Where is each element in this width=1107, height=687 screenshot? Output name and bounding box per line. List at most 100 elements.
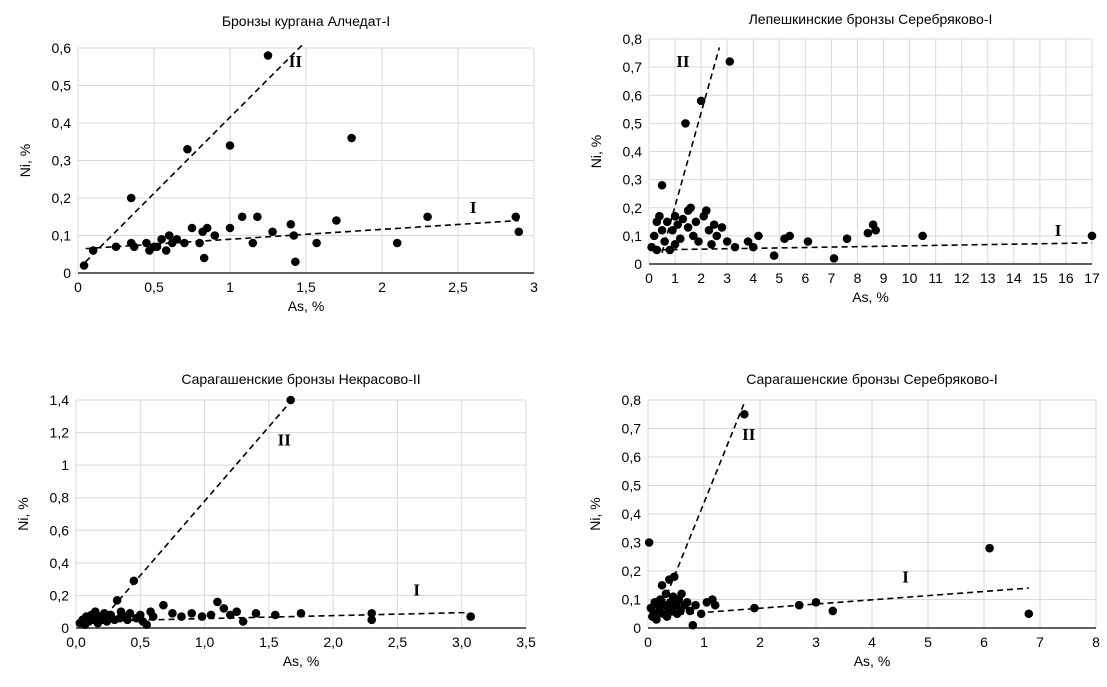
x-tick-label: 2,5: [388, 634, 408, 650]
data-point: [743, 237, 753, 246]
data-point: [652, 615, 661, 624]
data-point: [286, 219, 296, 229]
data-point: [248, 238, 258, 248]
data-point: [689, 231, 698, 241]
data-point: [88, 246, 98, 255]
data-point: [111, 242, 121, 252]
x-tick-label: 7: [1036, 634, 1044, 650]
data-point: [263, 51, 273, 60]
x-tick-label: 2,0: [323, 634, 343, 650]
data-point: [1024, 609, 1034, 619]
x-tick-label: 0: [644, 634, 652, 650]
data-point: [289, 231, 299, 240]
x-tick-label: 0,0: [66, 634, 86, 650]
y-tick-label: 0,6: [52, 40, 72, 56]
data-point: [829, 254, 839, 263]
data-point: [754, 231, 763, 241]
y-tick-label: 0,7: [622, 421, 642, 437]
trend-line-ii: [98, 399, 293, 624]
data-point: [696, 609, 706, 619]
x-tick-label: 2: [697, 270, 705, 286]
data-point: [367, 615, 377, 625]
data-point: [225, 141, 235, 150]
data-point: [688, 620, 698, 630]
y-tick-label: 0,1: [52, 228, 72, 244]
y-axis-label: Ni, %: [17, 144, 33, 177]
data-point: [769, 251, 779, 260]
data-point: [253, 212, 262, 222]
x-tick-label: 5: [775, 270, 783, 286]
data-point: [511, 212, 521, 222]
x-axis-label: As, %: [283, 653, 320, 669]
data-point: [691, 600, 700, 610]
data-point: [423, 212, 432, 222]
trend-annotation: II: [676, 52, 690, 71]
x-tick-label: 11: [928, 270, 943, 286]
data-point: [199, 253, 209, 263]
y-tick-label: 0,8: [623, 31, 643, 47]
x-tick-label: 0: [645, 270, 653, 286]
chart-title: Лепешкинские бронзы Серебряково-I: [749, 11, 993, 27]
data-point: [725, 57, 735, 66]
data-point: [702, 206, 711, 215]
trend-annotation: I: [902, 567, 909, 586]
trend-annotation: II: [278, 431, 292, 450]
y-tick-label: 0,6: [623, 87, 643, 103]
x-tick-label: 7: [828, 270, 836, 286]
data-point: [148, 612, 158, 621]
y-tick-label: 0,2: [623, 200, 643, 216]
x-tick-label: 1: [700, 634, 708, 650]
data-point: [129, 242, 139, 252]
y-tick-label: 0,4: [623, 144, 643, 160]
y-tick-label: 0,1: [623, 228, 643, 244]
data-point: [238, 617, 248, 626]
y-tick-label: 0,8: [622, 392, 642, 408]
data-point: [237, 212, 247, 222]
x-tick-label: 8: [854, 270, 862, 286]
data-point: [79, 261, 89, 270]
y-tick-label: 1: [61, 457, 69, 473]
data-point: [129, 576, 139, 586]
trend-annotation: II: [742, 425, 756, 444]
y-tick-label: 0,4: [50, 555, 70, 571]
data-point: [644, 538, 654, 547]
data-point: [652, 245, 662, 255]
data-point: [670, 240, 680, 249]
data-point: [142, 620, 152, 630]
x-tick-label: 3: [530, 279, 538, 295]
data-point: [677, 589, 686, 599]
data-point: [785, 231, 795, 241]
y-tick-label: 0: [634, 256, 642, 272]
data-point: [286, 395, 296, 405]
data-point: [661, 589, 671, 599]
data-point: [112, 596, 122, 605]
x-tick-label: 8: [1092, 634, 1100, 650]
data-point: [312, 238, 321, 248]
x-tick-label: 0,5: [131, 634, 151, 650]
data-point: [657, 580, 667, 590]
x-tick-label: 14: [1006, 270, 1022, 286]
y-tick-label: 0,4: [622, 506, 642, 522]
x-tick-label: 13: [980, 270, 996, 286]
data-point: [1087, 231, 1097, 241]
data-point: [707, 240, 716, 249]
data-point: [168, 609, 177, 618]
y-tick-label: 0,7: [623, 59, 643, 75]
data-point: [251, 609, 261, 618]
chart-panel-3: 0,0 0,5 1,0 1,5 2,0 2,5 3,0 3,5 0 0,2 0,4 0,6 0,8 1 1,…: [15, 371, 536, 669]
data-point: [135, 610, 145, 620]
data-point: [187, 223, 197, 233]
data-point: [686, 203, 695, 213]
data-point: [213, 597, 222, 607]
x-tick-label: 1,5: [296, 279, 316, 295]
data-point: [670, 211, 680, 221]
y-tick-label: 1,4: [50, 392, 70, 408]
data-point: [748, 242, 758, 252]
x-tick-label: 2: [378, 279, 386, 295]
data-point: [712, 231, 722, 241]
data-point: [657, 180, 667, 190]
data-point: [710, 600, 720, 610]
data-point: [655, 211, 664, 221]
x-tick-label: 1: [226, 279, 234, 295]
